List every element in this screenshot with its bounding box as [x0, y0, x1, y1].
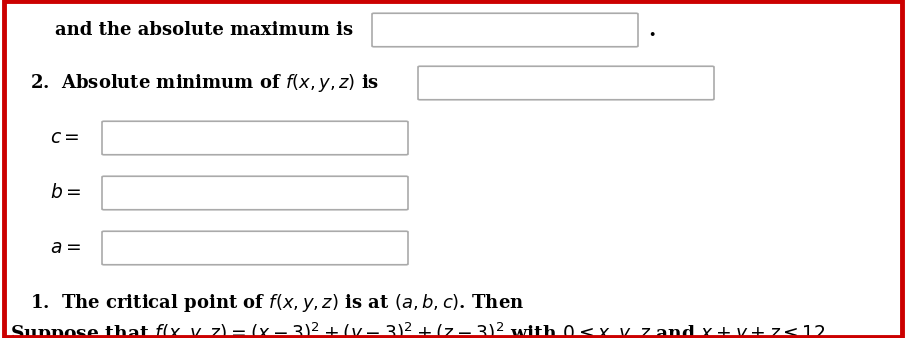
FancyBboxPatch shape: [102, 176, 408, 210]
Text: $a =$: $a =$: [50, 239, 81, 257]
FancyBboxPatch shape: [102, 231, 408, 265]
Text: 1.  The critical point of $f(x, y, z)$ is at $(a, b, c)$. Then: 1. The critical point of $f(x, y, z)$ is…: [30, 292, 525, 314]
Text: $b =$: $b =$: [50, 184, 82, 202]
Text: .: .: [648, 20, 655, 40]
Text: Suppose that $f(x, y, z) = (x - 3)^2 + (y - 3)^2 + (z - 3)^2$ with $0 \leq x, y,: Suppose that $f(x, y, z) = (x - 3)^2 + (…: [10, 320, 833, 338]
Text: and the absolute maximum is: and the absolute maximum is: [55, 21, 353, 39]
FancyBboxPatch shape: [102, 121, 408, 155]
Text: 2.  Absolute minimum of $f(x, y, z)$ is: 2. Absolute minimum of $f(x, y, z)$ is: [30, 72, 380, 94]
Text: $c =$: $c =$: [50, 129, 80, 147]
FancyBboxPatch shape: [418, 66, 714, 100]
FancyBboxPatch shape: [372, 13, 638, 47]
